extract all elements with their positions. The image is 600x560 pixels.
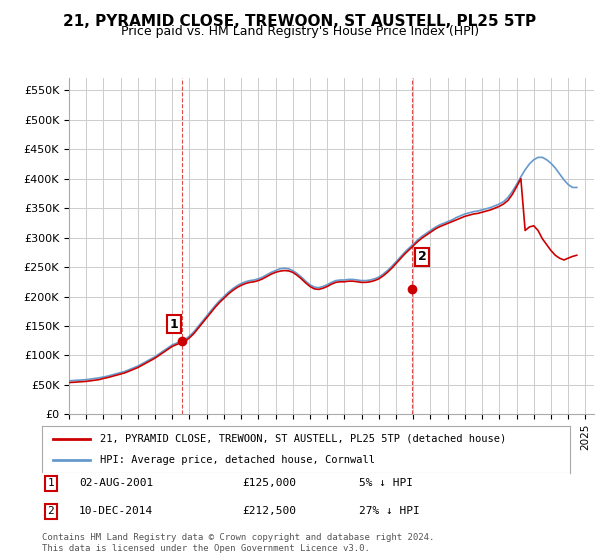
- Text: 27% ↓ HPI: 27% ↓ HPI: [359, 506, 419, 516]
- Text: £125,000: £125,000: [242, 478, 296, 488]
- Text: 2: 2: [418, 250, 427, 263]
- Text: 21, PYRAMID CLOSE, TREWOON, ST AUSTELL, PL25 5TP (detached house): 21, PYRAMID CLOSE, TREWOON, ST AUSTELL, …: [100, 434, 506, 444]
- Text: 2: 2: [47, 506, 54, 516]
- Text: 5% ↓ HPI: 5% ↓ HPI: [359, 478, 413, 488]
- Text: 21, PYRAMID CLOSE, TREWOON, ST AUSTELL, PL25 5TP: 21, PYRAMID CLOSE, TREWOON, ST AUSTELL, …: [64, 14, 536, 29]
- Text: HPI: Average price, detached house, Cornwall: HPI: Average price, detached house, Corn…: [100, 455, 375, 465]
- Text: 02-AUG-2001: 02-AUG-2001: [79, 478, 153, 488]
- Text: 1: 1: [47, 478, 54, 488]
- Text: Price paid vs. HM Land Registry's House Price Index (HPI): Price paid vs. HM Land Registry's House …: [121, 25, 479, 38]
- Text: 10-DEC-2014: 10-DEC-2014: [79, 506, 153, 516]
- Text: Contains HM Land Registry data © Crown copyright and database right 2024.
This d: Contains HM Land Registry data © Crown c…: [42, 533, 434, 553]
- Text: £212,500: £212,500: [242, 506, 296, 516]
- Text: 1: 1: [169, 318, 178, 331]
